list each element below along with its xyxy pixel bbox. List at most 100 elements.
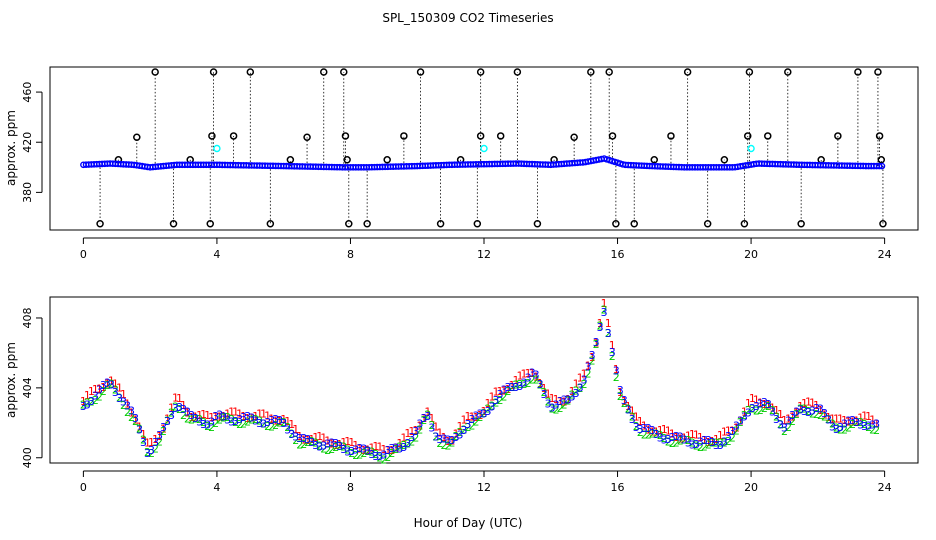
bottom-series-3-point: 3 xyxy=(729,425,736,438)
bottom-series-1-point: 1 xyxy=(605,317,612,330)
bottom-series-2-point: 2 xyxy=(208,421,215,434)
bottom-series-2-point: 2 xyxy=(753,404,760,417)
bottom-series-2-point: 2 xyxy=(821,411,828,424)
bottom-series-2-point: 2 xyxy=(633,420,640,433)
bottom-series-2-point: 2 xyxy=(196,413,203,426)
top-outlier-point xyxy=(877,156,886,164)
bottom-series-3-point: 3 xyxy=(180,403,187,416)
bottom-series-1-point: 1 xyxy=(717,429,724,442)
bottom-series-3-point: 3 xyxy=(613,365,620,378)
bottom-series-3-point: 3 xyxy=(352,443,359,456)
bottom-series-2-point: 2 xyxy=(701,441,708,454)
bottom-series-1-point: 1 xyxy=(873,418,880,431)
bottom-series-1-point: 1 xyxy=(797,400,804,413)
bottom-series-1-point: 1 xyxy=(481,405,488,418)
bottom-series-2-point: 2 xyxy=(505,385,512,398)
bottom-series-2-point: 2 xyxy=(681,434,688,447)
bottom-series-3-point: 3 xyxy=(609,346,616,359)
bottom-series-1-point: 1 xyxy=(440,431,447,444)
bottom-series-2-point: 2 xyxy=(228,413,235,426)
top-y-tick-label: 460 xyxy=(21,82,34,103)
bottom-series-1-point: 1 xyxy=(320,431,327,444)
bottom-series-3-point: 3 xyxy=(849,414,856,427)
bottom-series-2-point: 2 xyxy=(192,412,199,425)
bottom-series-1-point: 1 xyxy=(777,408,784,421)
bottom-series-1-point: 1 xyxy=(476,409,483,422)
bottom-series-1-point: 1 xyxy=(184,406,191,419)
bottom-series-1-point: 1 xyxy=(412,424,419,437)
bottom-series-3-point: 3 xyxy=(376,450,383,463)
bottom-y-axis-label: approx. ppm xyxy=(4,342,18,418)
bottom-series-3-point: 3 xyxy=(669,431,676,444)
bottom-series-3-point: 3 xyxy=(769,406,776,419)
bottom-series-1-point: 1 xyxy=(136,420,143,433)
bottom-series-1-point: 1 xyxy=(308,433,315,446)
bottom-series-2-point: 2 xyxy=(472,416,479,429)
bottom-series-3-point: 3 xyxy=(657,432,664,445)
top-outlier-point xyxy=(720,156,729,164)
bottom-series-2-point: 2 xyxy=(288,428,295,441)
bottom-series-1-point: 1 xyxy=(172,391,179,404)
bottom-series-3-point: 3 xyxy=(753,400,760,413)
bottom-series-1-point: 1 xyxy=(284,415,291,428)
bottom-series-3-point: 3 xyxy=(116,392,123,405)
bottom-series-3-point: 3 xyxy=(412,425,419,438)
bottom-series-3-point: 3 xyxy=(537,378,544,391)
bottom-series-2-point: 2 xyxy=(553,403,560,416)
bottom-series-3-point: 3 xyxy=(392,442,399,455)
top-outlier-point xyxy=(133,133,141,141)
bottom-series-1-point: 1 xyxy=(545,387,552,400)
bottom-series-2-point: 2 xyxy=(180,409,187,422)
bottom-series-3-point: 3 xyxy=(497,388,504,401)
bottom-series-3-point: 3 xyxy=(817,403,824,416)
bottom-series-1-point: 1 xyxy=(517,370,524,383)
top-outlier-point xyxy=(879,219,887,228)
bottom-series-2-point: 2 xyxy=(136,423,143,436)
bottom-series-3-point: 3 xyxy=(340,443,347,456)
bottom-series-1-point: 1 xyxy=(400,431,407,444)
bottom-series-3-point: 3 xyxy=(793,405,800,418)
bottom-series-3-point: 3 xyxy=(156,429,163,442)
bottom-series-3-point: 3 xyxy=(585,361,592,374)
bottom-series-3-point: 3 xyxy=(192,412,199,425)
bottom-series-3-point: 3 xyxy=(452,431,459,444)
bottom-series-1-point: 1 xyxy=(388,444,395,457)
bottom-series-3-point: 3 xyxy=(416,418,423,431)
bottom-series-2-point: 2 xyxy=(513,379,520,392)
bottom-series-1-point: 1 xyxy=(733,421,740,434)
bottom-series-3-point: 3 xyxy=(360,442,367,455)
top-outlier-point xyxy=(608,132,617,140)
bottom-series-1-point: 1 xyxy=(829,413,836,426)
bottom-series-2-point: 2 xyxy=(384,451,391,464)
bottom-series-2-point: 2 xyxy=(176,403,183,416)
bottom-series-1-point: 1 xyxy=(637,415,644,428)
top-series-point xyxy=(875,162,883,170)
chart-title: SPL_150309 CO2 Timeseries xyxy=(382,11,553,25)
bottom-panel: approx. ppm 1111111111111111111111111111… xyxy=(4,296,919,494)
bottom-series-3-point: 3 xyxy=(132,412,139,425)
bottom-series-2-point: 2 xyxy=(300,438,307,451)
top-series-point xyxy=(878,162,886,170)
bottom-series-1-point: 1 xyxy=(681,432,688,445)
bottom-series-3-point: 3 xyxy=(653,428,660,441)
top-outlier-point xyxy=(745,68,754,76)
bottom-series-1-point: 1 xyxy=(705,436,712,449)
bottom-series-3-point: 3 xyxy=(120,395,127,408)
bottom-series-3-point: 3 xyxy=(464,418,471,431)
bottom-series-2-point: 2 xyxy=(284,421,291,434)
bottom-series-3-point: 3 xyxy=(485,405,492,418)
bottom-series-3-point: 3 xyxy=(228,415,235,428)
bottom-x-tick-label: 20 xyxy=(744,481,758,494)
bottom-series-2-point: 2 xyxy=(545,395,552,408)
bottom-series-1-point: 1 xyxy=(240,410,247,423)
bottom-series-2-point: 2 xyxy=(541,386,548,399)
bottom-series-2-point: 2 xyxy=(721,436,728,449)
bottom-series-1-point: 1 xyxy=(549,392,556,405)
bottom-series-1-point: 1 xyxy=(252,410,259,423)
bottom-series-2-point: 2 xyxy=(332,441,339,454)
bottom-series-3-point: 3 xyxy=(693,438,700,451)
bottom-series-2-point: 2 xyxy=(232,416,239,429)
bottom-series-3-point: 3 xyxy=(649,424,656,437)
top-outlier-point xyxy=(473,219,482,228)
bottom-series-3-point: 3 xyxy=(272,413,279,426)
